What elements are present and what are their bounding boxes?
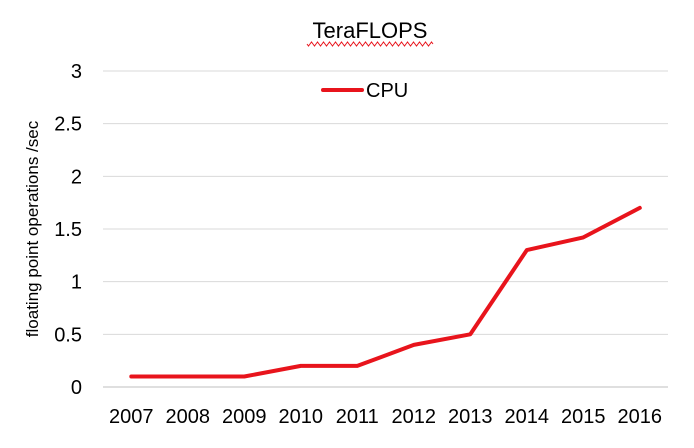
y-axis-ticks: 0 0.5 1 1.5 2 2.5 3 xyxy=(54,61,82,399)
gridlines xyxy=(103,70,668,388)
chart-title: TeraFLOPS xyxy=(313,18,428,43)
y-tick-label: 0.5 xyxy=(54,324,82,346)
y-tick-label: 0 xyxy=(71,377,82,399)
legend: CPU xyxy=(321,80,408,102)
series-line-cpu xyxy=(129,205,642,379)
series-layer xyxy=(129,205,642,379)
x-tick-label: 2016 xyxy=(618,406,663,428)
legend-label-cpu: CPU xyxy=(366,80,408,102)
x-tick-label: 2011 xyxy=(336,406,379,428)
x-tick-label: 2015 xyxy=(561,406,606,428)
x-tick-label: 2010 xyxy=(279,406,324,428)
y-axis-label: floating point operations /sec xyxy=(23,120,42,337)
y-tick-label: 3 xyxy=(71,61,82,83)
x-tick-label: 2013 xyxy=(448,406,493,428)
y-tick-label: 2 xyxy=(71,166,82,188)
x-tick-label: 2007 xyxy=(109,406,154,428)
y-tick-label: 2.5 xyxy=(54,114,82,136)
spellcheck-underline xyxy=(306,41,434,47)
x-tick-label: 2012 xyxy=(392,406,437,428)
y-tick-label: 1 xyxy=(71,272,82,294)
x-axis-ticks: 2007 2008 2009 2010 2011 2012 2013 2014 2015 2016 xyxy=(109,406,662,428)
x-tick-label: 2014 xyxy=(505,406,550,428)
x-tick-label: 2009 xyxy=(222,406,267,428)
x-tick-label: 2008 xyxy=(166,406,211,428)
y-tick-label: 1.5 xyxy=(54,219,82,241)
